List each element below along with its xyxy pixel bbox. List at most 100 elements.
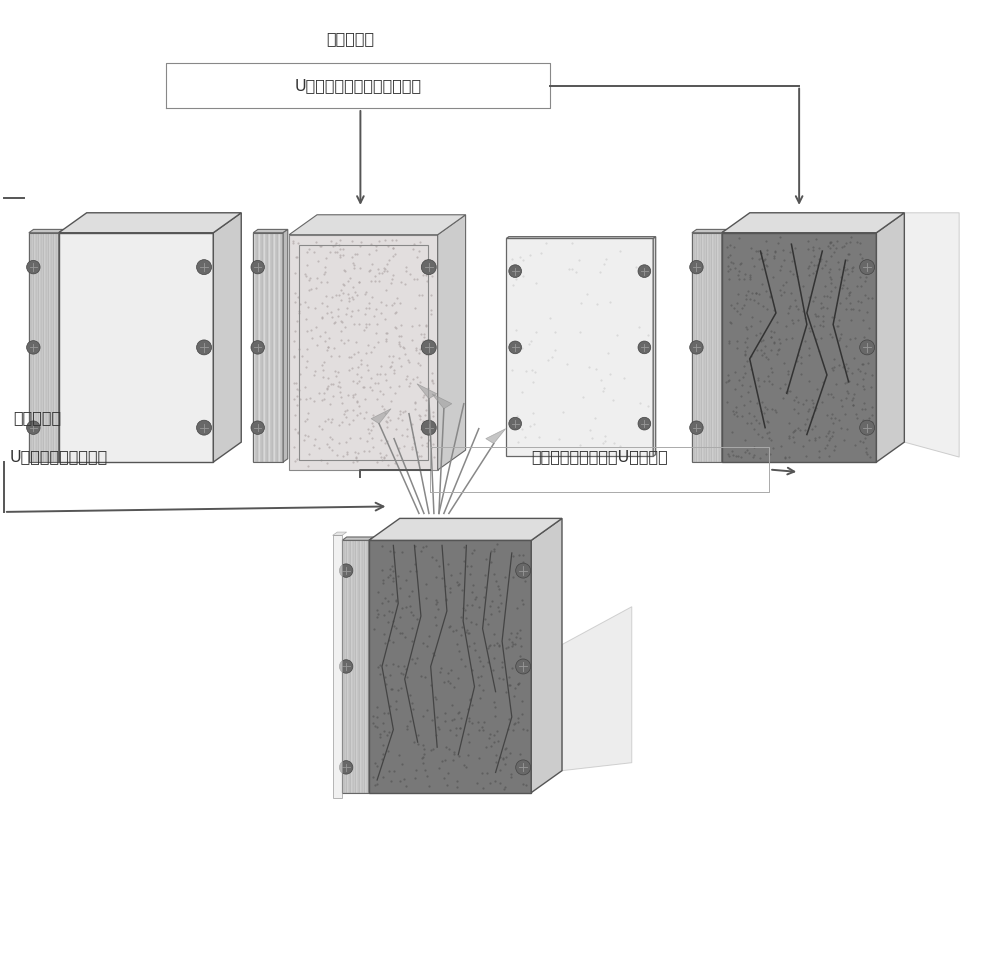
Polygon shape [707, 233, 709, 462]
Circle shape [638, 418, 651, 430]
Polygon shape [266, 233, 268, 462]
Polygon shape [36, 233, 39, 462]
Polygon shape [486, 428, 506, 444]
Polygon shape [356, 541, 358, 793]
Polygon shape [278, 233, 281, 462]
Polygon shape [351, 541, 353, 793]
Polygon shape [699, 233, 702, 462]
Polygon shape [531, 518, 562, 793]
Circle shape [860, 421, 875, 435]
Polygon shape [59, 213, 241, 233]
Circle shape [251, 421, 264, 434]
Circle shape [690, 340, 703, 354]
Circle shape [509, 418, 522, 430]
Polygon shape [717, 233, 719, 462]
Polygon shape [213, 213, 241, 462]
Circle shape [516, 563, 531, 578]
Polygon shape [904, 213, 959, 457]
Polygon shape [702, 233, 704, 462]
Polygon shape [253, 233, 256, 462]
Polygon shape [704, 233, 707, 462]
Circle shape [516, 760, 531, 775]
Text: 中间层拆解: 中间层拆解 [13, 410, 62, 425]
Polygon shape [506, 239, 653, 456]
Circle shape [421, 340, 436, 355]
Polygon shape [506, 237, 656, 239]
Circle shape [197, 421, 212, 435]
Polygon shape [369, 518, 562, 541]
Polygon shape [256, 233, 258, 462]
Polygon shape [51, 233, 54, 462]
Circle shape [509, 265, 522, 278]
Circle shape [421, 421, 436, 435]
Polygon shape [289, 235, 438, 470]
Text: 任意层拆解: 任意层拆解 [326, 31, 374, 45]
Circle shape [690, 260, 703, 274]
Polygon shape [261, 233, 263, 462]
Polygon shape [365, 541, 367, 793]
Polygon shape [362, 541, 365, 793]
Polygon shape [353, 541, 356, 793]
Polygon shape [46, 233, 49, 462]
Polygon shape [34, 233, 36, 462]
Polygon shape [432, 394, 452, 409]
Polygon shape [281, 233, 283, 462]
Circle shape [27, 421, 40, 434]
Polygon shape [360, 541, 362, 793]
Polygon shape [709, 233, 712, 462]
Polygon shape [39, 233, 41, 462]
Polygon shape [358, 541, 360, 793]
Circle shape [509, 341, 522, 354]
Polygon shape [722, 213, 904, 233]
Polygon shape [54, 233, 56, 462]
Polygon shape [253, 229, 288, 233]
Polygon shape [722, 229, 727, 462]
Polygon shape [59, 229, 63, 462]
Polygon shape [876, 213, 904, 462]
Polygon shape [349, 541, 351, 793]
Polygon shape [697, 233, 699, 462]
Polygon shape [712, 233, 714, 462]
Polygon shape [59, 233, 213, 462]
Polygon shape [714, 233, 717, 462]
Polygon shape [49, 233, 51, 462]
Polygon shape [417, 384, 437, 398]
Polygon shape [692, 229, 727, 233]
Polygon shape [31, 233, 34, 462]
Circle shape [251, 260, 264, 274]
Polygon shape [367, 541, 369, 793]
Polygon shape [44, 233, 46, 462]
Circle shape [197, 260, 212, 275]
Polygon shape [653, 237, 656, 456]
Polygon shape [342, 541, 344, 793]
Polygon shape [276, 233, 278, 462]
Circle shape [638, 341, 651, 354]
Polygon shape [273, 233, 276, 462]
Polygon shape [333, 536, 342, 798]
Circle shape [339, 564, 353, 577]
Polygon shape [438, 215, 466, 470]
Circle shape [339, 659, 353, 673]
Text: 土层位于尼龙网后，U型板槽内: 土层位于尼龙网后，U型板槽内 [531, 450, 668, 464]
Polygon shape [333, 532, 347, 536]
Circle shape [27, 340, 40, 354]
Text: U型板内土层种植植物: U型板内土层种植植物 [9, 450, 108, 464]
Circle shape [339, 761, 353, 775]
Polygon shape [29, 229, 63, 233]
Circle shape [860, 260, 875, 275]
Polygon shape [369, 541, 531, 793]
Polygon shape [694, 233, 697, 462]
Polygon shape [342, 537, 374, 541]
Circle shape [27, 260, 40, 274]
Circle shape [421, 260, 436, 275]
Text: U型根际隔板上附有有尼龙网: U型根际隔板上附有有尼龙网 [294, 78, 421, 93]
Polygon shape [56, 233, 59, 462]
Polygon shape [271, 233, 273, 462]
Polygon shape [347, 541, 349, 793]
Polygon shape [29, 233, 31, 462]
Circle shape [860, 340, 875, 355]
Polygon shape [692, 233, 694, 462]
Polygon shape [719, 233, 722, 462]
Polygon shape [258, 233, 261, 462]
Circle shape [251, 340, 264, 354]
